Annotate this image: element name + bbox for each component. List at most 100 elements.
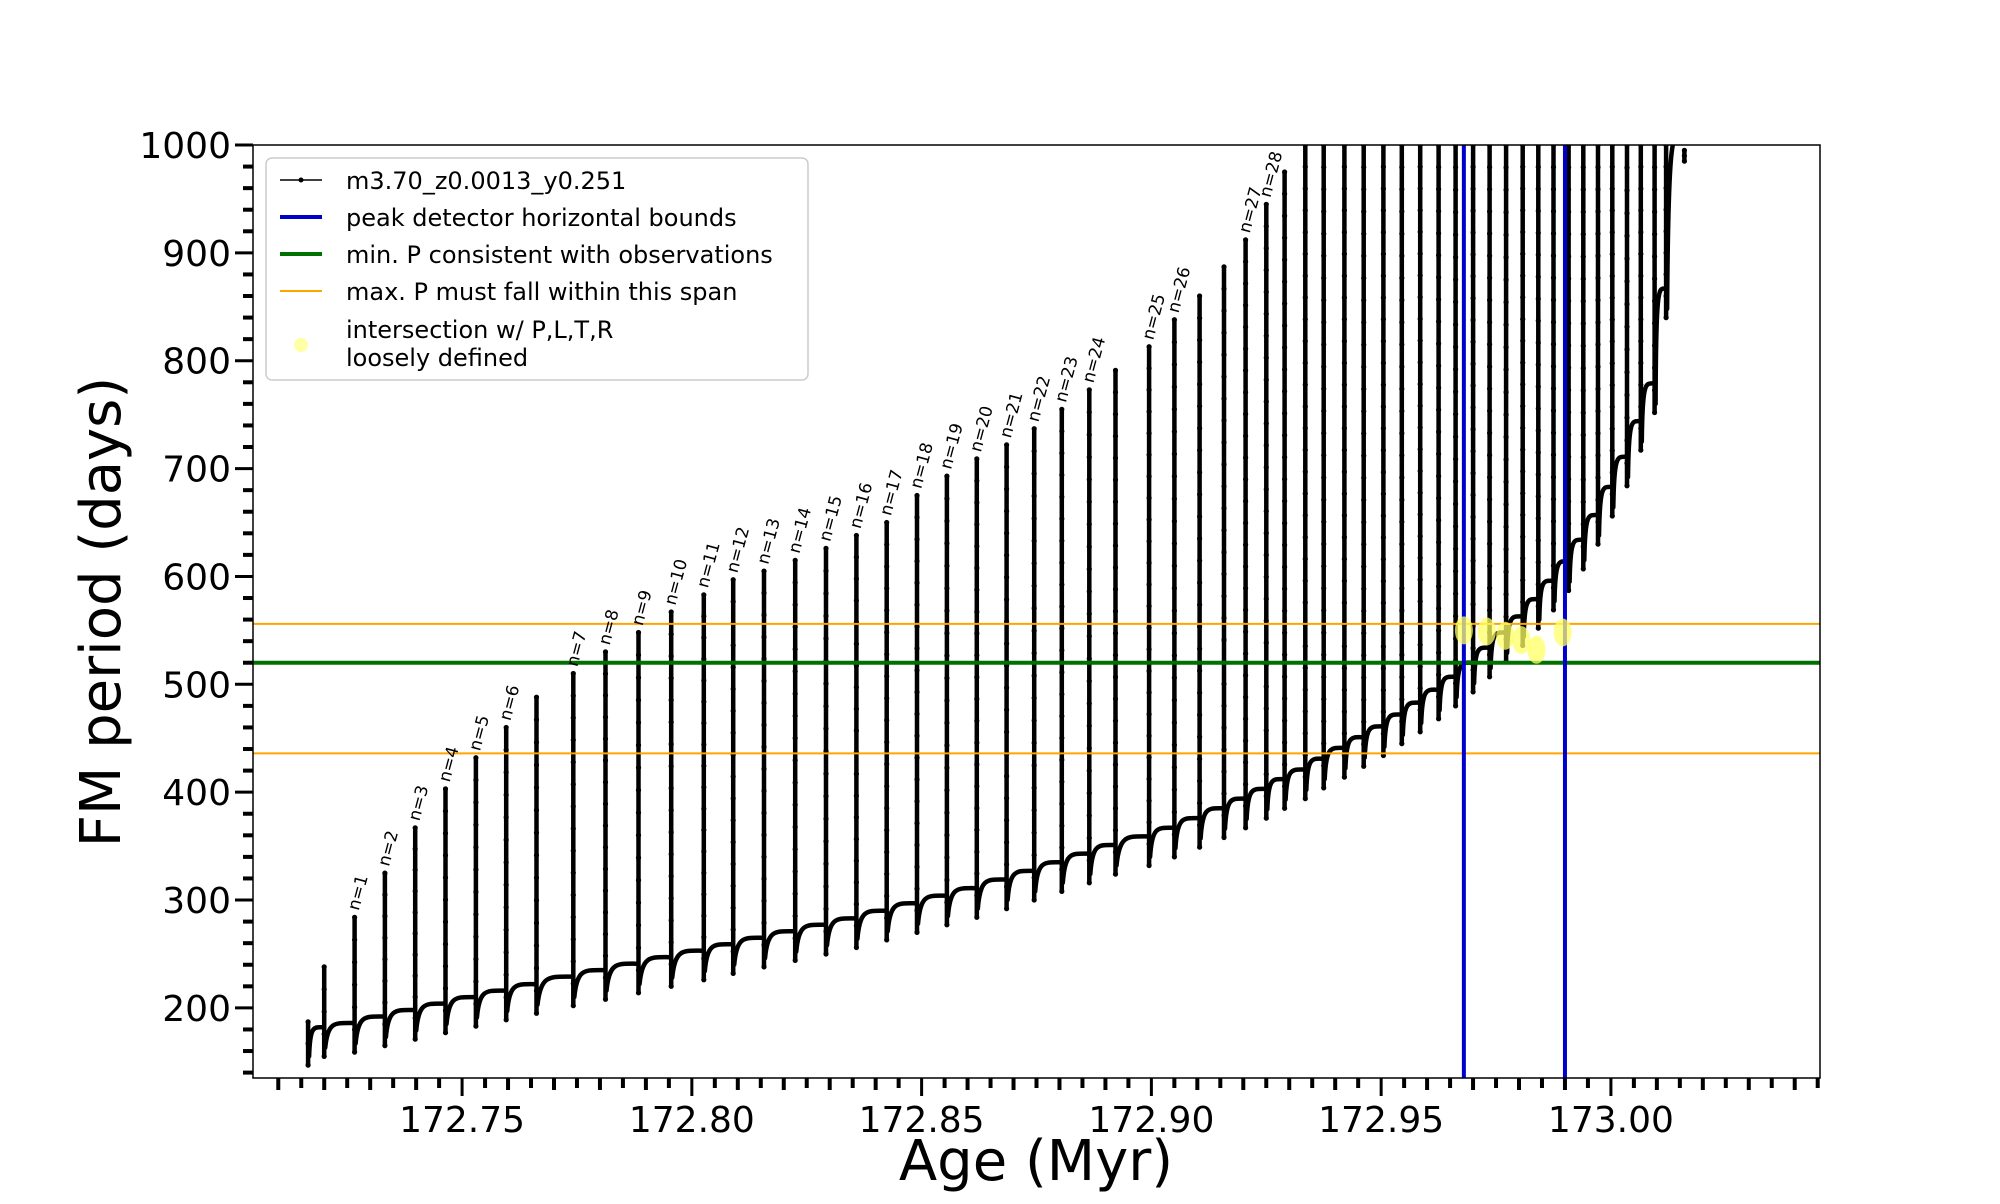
data-point (602, 801, 609, 807)
data-point (1146, 646, 1152, 652)
data-point (1535, 164, 1541, 170)
data-point (1399, 718, 1405, 725)
data-point (1302, 665, 1308, 671)
data-point (1417, 511, 1423, 517)
data-point (1609, 513, 1615, 519)
data-point (1470, 492, 1476, 498)
data-point (1282, 718, 1288, 724)
data-point (473, 956, 479, 962)
data-point (792, 957, 798, 964)
data-point (503, 769, 509, 776)
data-point (1004, 508, 1010, 514)
data-point (1171, 720, 1177, 726)
data-point (1282, 696, 1288, 702)
data-point (503, 792, 509, 798)
data-point (823, 883, 829, 890)
data-point (1436, 605, 1442, 612)
data-point (1520, 381, 1526, 387)
data-point (533, 762, 540, 768)
data-point (1263, 333, 1269, 339)
data-point (1302, 360, 1308, 366)
data-point (974, 740, 980, 746)
data-point (884, 805, 890, 811)
data-point (668, 961, 674, 967)
data-point (635, 742, 642, 748)
data-point (1263, 377, 1269, 383)
data-point (1652, 253, 1658, 260)
data-point (1321, 386, 1327, 392)
data-point (1086, 499, 1092, 505)
data-point (1361, 674, 1367, 681)
data-point (1595, 475, 1601, 481)
data-point (974, 543, 980, 549)
data-point (1487, 585, 1493, 591)
data-point (1520, 185, 1526, 192)
data-point (1263, 618, 1269, 624)
x-tick-label: 172.85 (859, 1100, 985, 1141)
data-point (1321, 253, 1327, 259)
data-point (1221, 834, 1227, 841)
data-point (914, 864, 920, 870)
data-point (1487, 297, 1493, 303)
y-tick-label: 700 (162, 450, 231, 491)
data-point (602, 671, 609, 677)
data-point (1520, 207, 1526, 213)
data-point (944, 585, 950, 591)
data-point (1609, 469, 1615, 475)
data-point (1535, 340, 1541, 346)
data-point (1086, 857, 1092, 864)
data-point (1566, 365, 1572, 371)
data-point (1243, 476, 1249, 482)
data-point (701, 977, 707, 983)
data-point (1243, 629, 1249, 635)
data-point (1171, 339, 1177, 345)
data-point (1638, 425, 1644, 431)
pulse-label: n=22 (1024, 374, 1055, 424)
data-point (1341, 665, 1347, 671)
data-point (1243, 259, 1249, 265)
data-point (944, 630, 950, 636)
data-point (1341, 425, 1347, 431)
data-point (974, 849, 980, 855)
data-point (974, 587, 980, 593)
data-point (1380, 186, 1386, 192)
data-point (1146, 517, 1152, 523)
data-point (761, 942, 767, 948)
data-point (1624, 415, 1630, 421)
data-point (1399, 741, 1405, 747)
data-point (1417, 685, 1423, 691)
data-point (1341, 709, 1347, 715)
data-point (1470, 514, 1476, 520)
data-point (1361, 541, 1367, 548)
data-point (792, 935, 798, 941)
data-point (1624, 301, 1630, 307)
data-point (1580, 566, 1586, 572)
x-tick-label: 172.75 (399, 1100, 525, 1141)
data-point (1031, 605, 1037, 611)
data-point (1243, 542, 1249, 548)
data-point (570, 936, 576, 942)
data-point (1282, 388, 1288, 394)
data-point (1221, 769, 1227, 775)
data-point (1031, 762, 1037, 769)
data-point (1624, 210, 1630, 216)
data-point (1263, 267, 1269, 273)
data-point (1282, 235, 1288, 241)
data-point (1197, 800, 1203, 806)
data-point (1595, 186, 1601, 192)
data-point (635, 652, 642, 658)
data-point (1221, 505, 1227, 511)
data-point (1503, 277, 1509, 283)
data-point (914, 798, 920, 804)
data-point (823, 838, 829, 844)
data-point (1086, 813, 1092, 819)
data-point (1470, 558, 1476, 564)
data-point (1341, 730, 1347, 737)
pulse-label: n=6 (496, 683, 525, 723)
data-point (1112, 740, 1119, 746)
data-point (412, 867, 418, 873)
data-point (570, 759, 576, 765)
data-point (1341, 251, 1347, 257)
data-point (602, 844, 609, 850)
